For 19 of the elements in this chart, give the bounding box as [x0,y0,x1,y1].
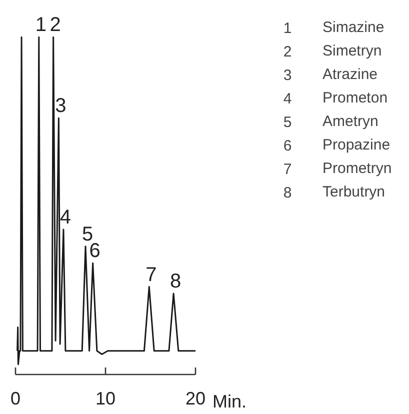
text: 6 Propazine [283,136,390,155]
x-tick-label: 20 [185,388,206,408]
x-axis-title: Min. [212,392,247,412]
x-tick-label: 0 [10,388,21,408]
x-tick-label: 10 [95,388,116,408]
annotation: 3 [55,95,66,118]
text: 7 Prometryn [283,160,392,178]
annotation: 4 [60,206,72,228]
text: 4 Prometon [283,89,388,108]
text: 3 Atrazine [283,66,378,84]
annotation: 8 [170,270,182,293]
annotation: 6 [89,240,100,262]
text: 2 Simetryn [283,42,382,60]
annotation: 7 [146,264,157,286]
text: 5 Ametryn [283,112,378,131]
annotation: 1 [35,14,46,36]
text: 8 Terbutryn [283,184,386,202]
annotation: 2 [50,14,61,36]
text: 1 Simazine [283,18,384,37]
